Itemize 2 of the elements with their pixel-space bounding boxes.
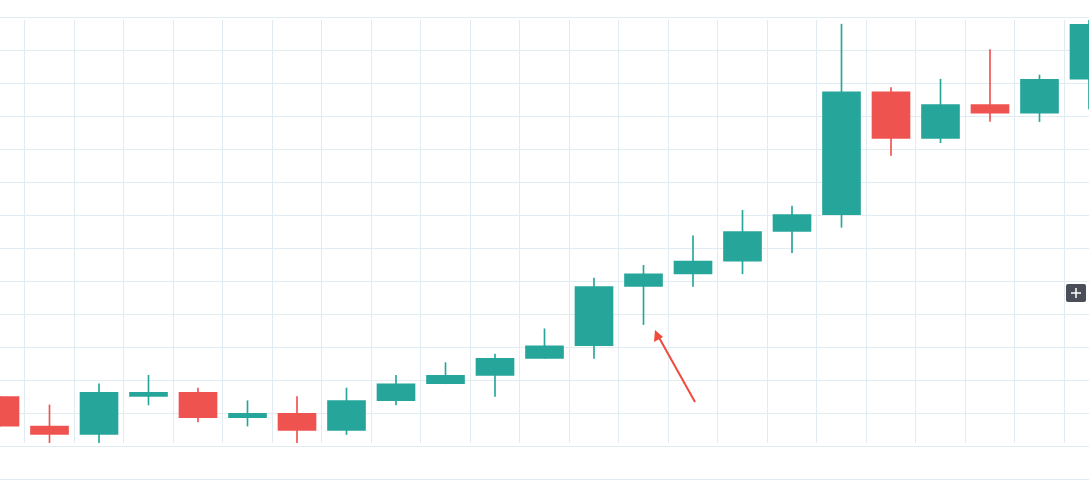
candlestick xyxy=(673,235,713,287)
candlestick xyxy=(970,49,1010,122)
